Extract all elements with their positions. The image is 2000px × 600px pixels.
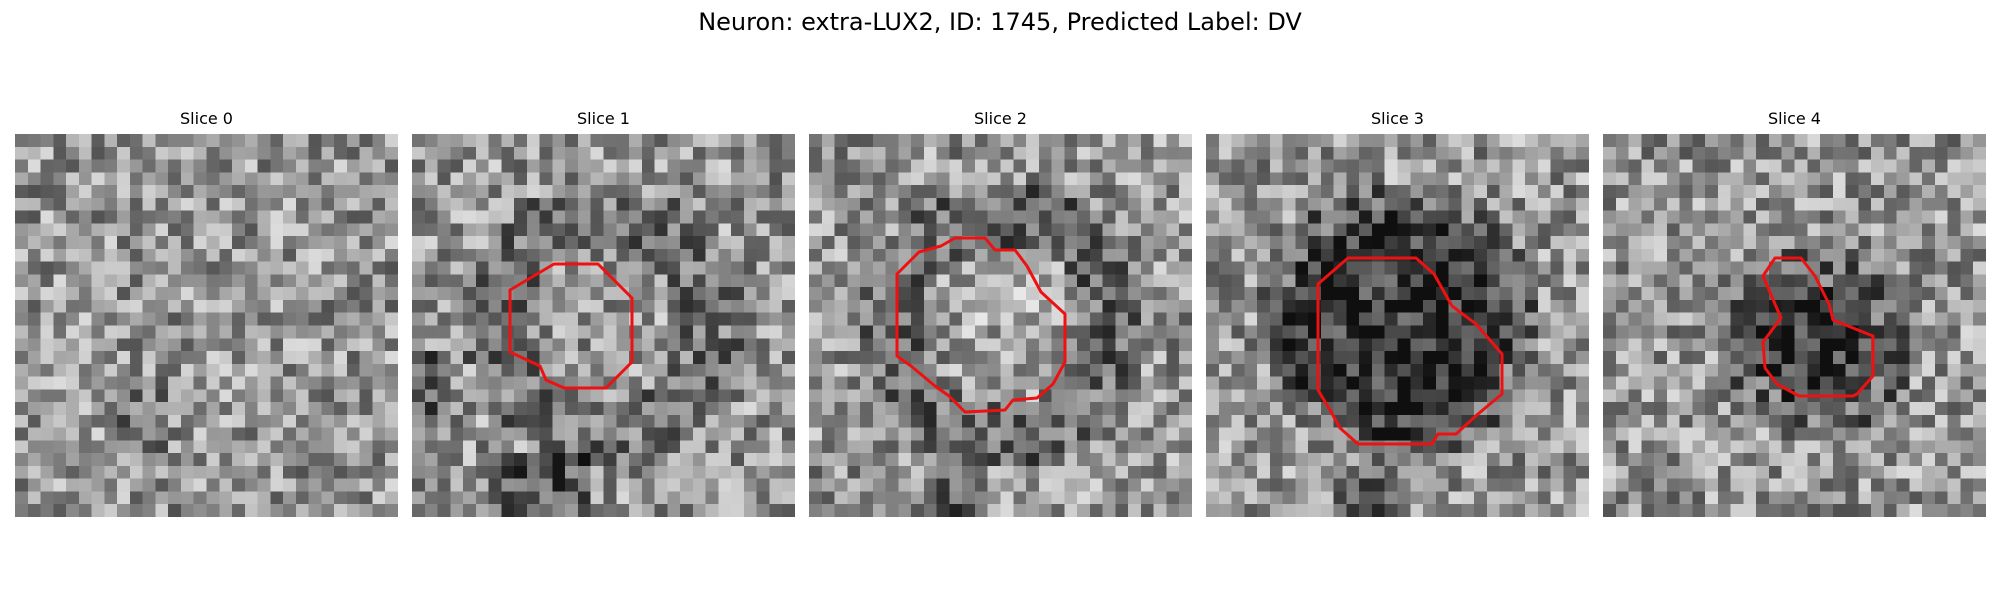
slice-panel-4: Slice 4 — [1603, 108, 1986, 520]
slice-image — [1206, 134, 1589, 517]
slice-panel-1: Slice 1 — [412, 108, 795, 520]
roi-contour — [895, 236, 1067, 414]
slice-title: Slice 4 — [1768, 109, 1821, 128]
roi-overlay — [15, 134, 398, 517]
slice-image — [15, 134, 398, 517]
roi-contour — [1761, 256, 1875, 398]
slice-image — [412, 134, 795, 517]
slice-panel-2: Slice 2 — [809, 108, 1192, 520]
roi-overlay — [1761, 256, 1875, 398]
slice-image — [1603, 134, 1986, 517]
slice-title: Slice 2 — [974, 109, 1027, 128]
slice-image — [809, 134, 1192, 517]
slice-title: Slice 3 — [1371, 109, 1424, 128]
roi-contour — [508, 262, 634, 390]
roi-overlay — [508, 262, 634, 390]
roi-overlay — [1316, 256, 1504, 446]
slice-title: Slice 1 — [577, 109, 630, 128]
slice-panel-0: Slice 0 — [15, 108, 398, 520]
slice-panel-3: Slice 3 — [1206, 108, 1589, 520]
slice-title: Slice 0 — [180, 109, 233, 128]
figure-title: Neuron: extra-LUX2, ID: 1745, Predicted … — [698, 8, 1302, 36]
roi-overlay — [895, 236, 1067, 414]
roi-contour — [1316, 256, 1504, 446]
